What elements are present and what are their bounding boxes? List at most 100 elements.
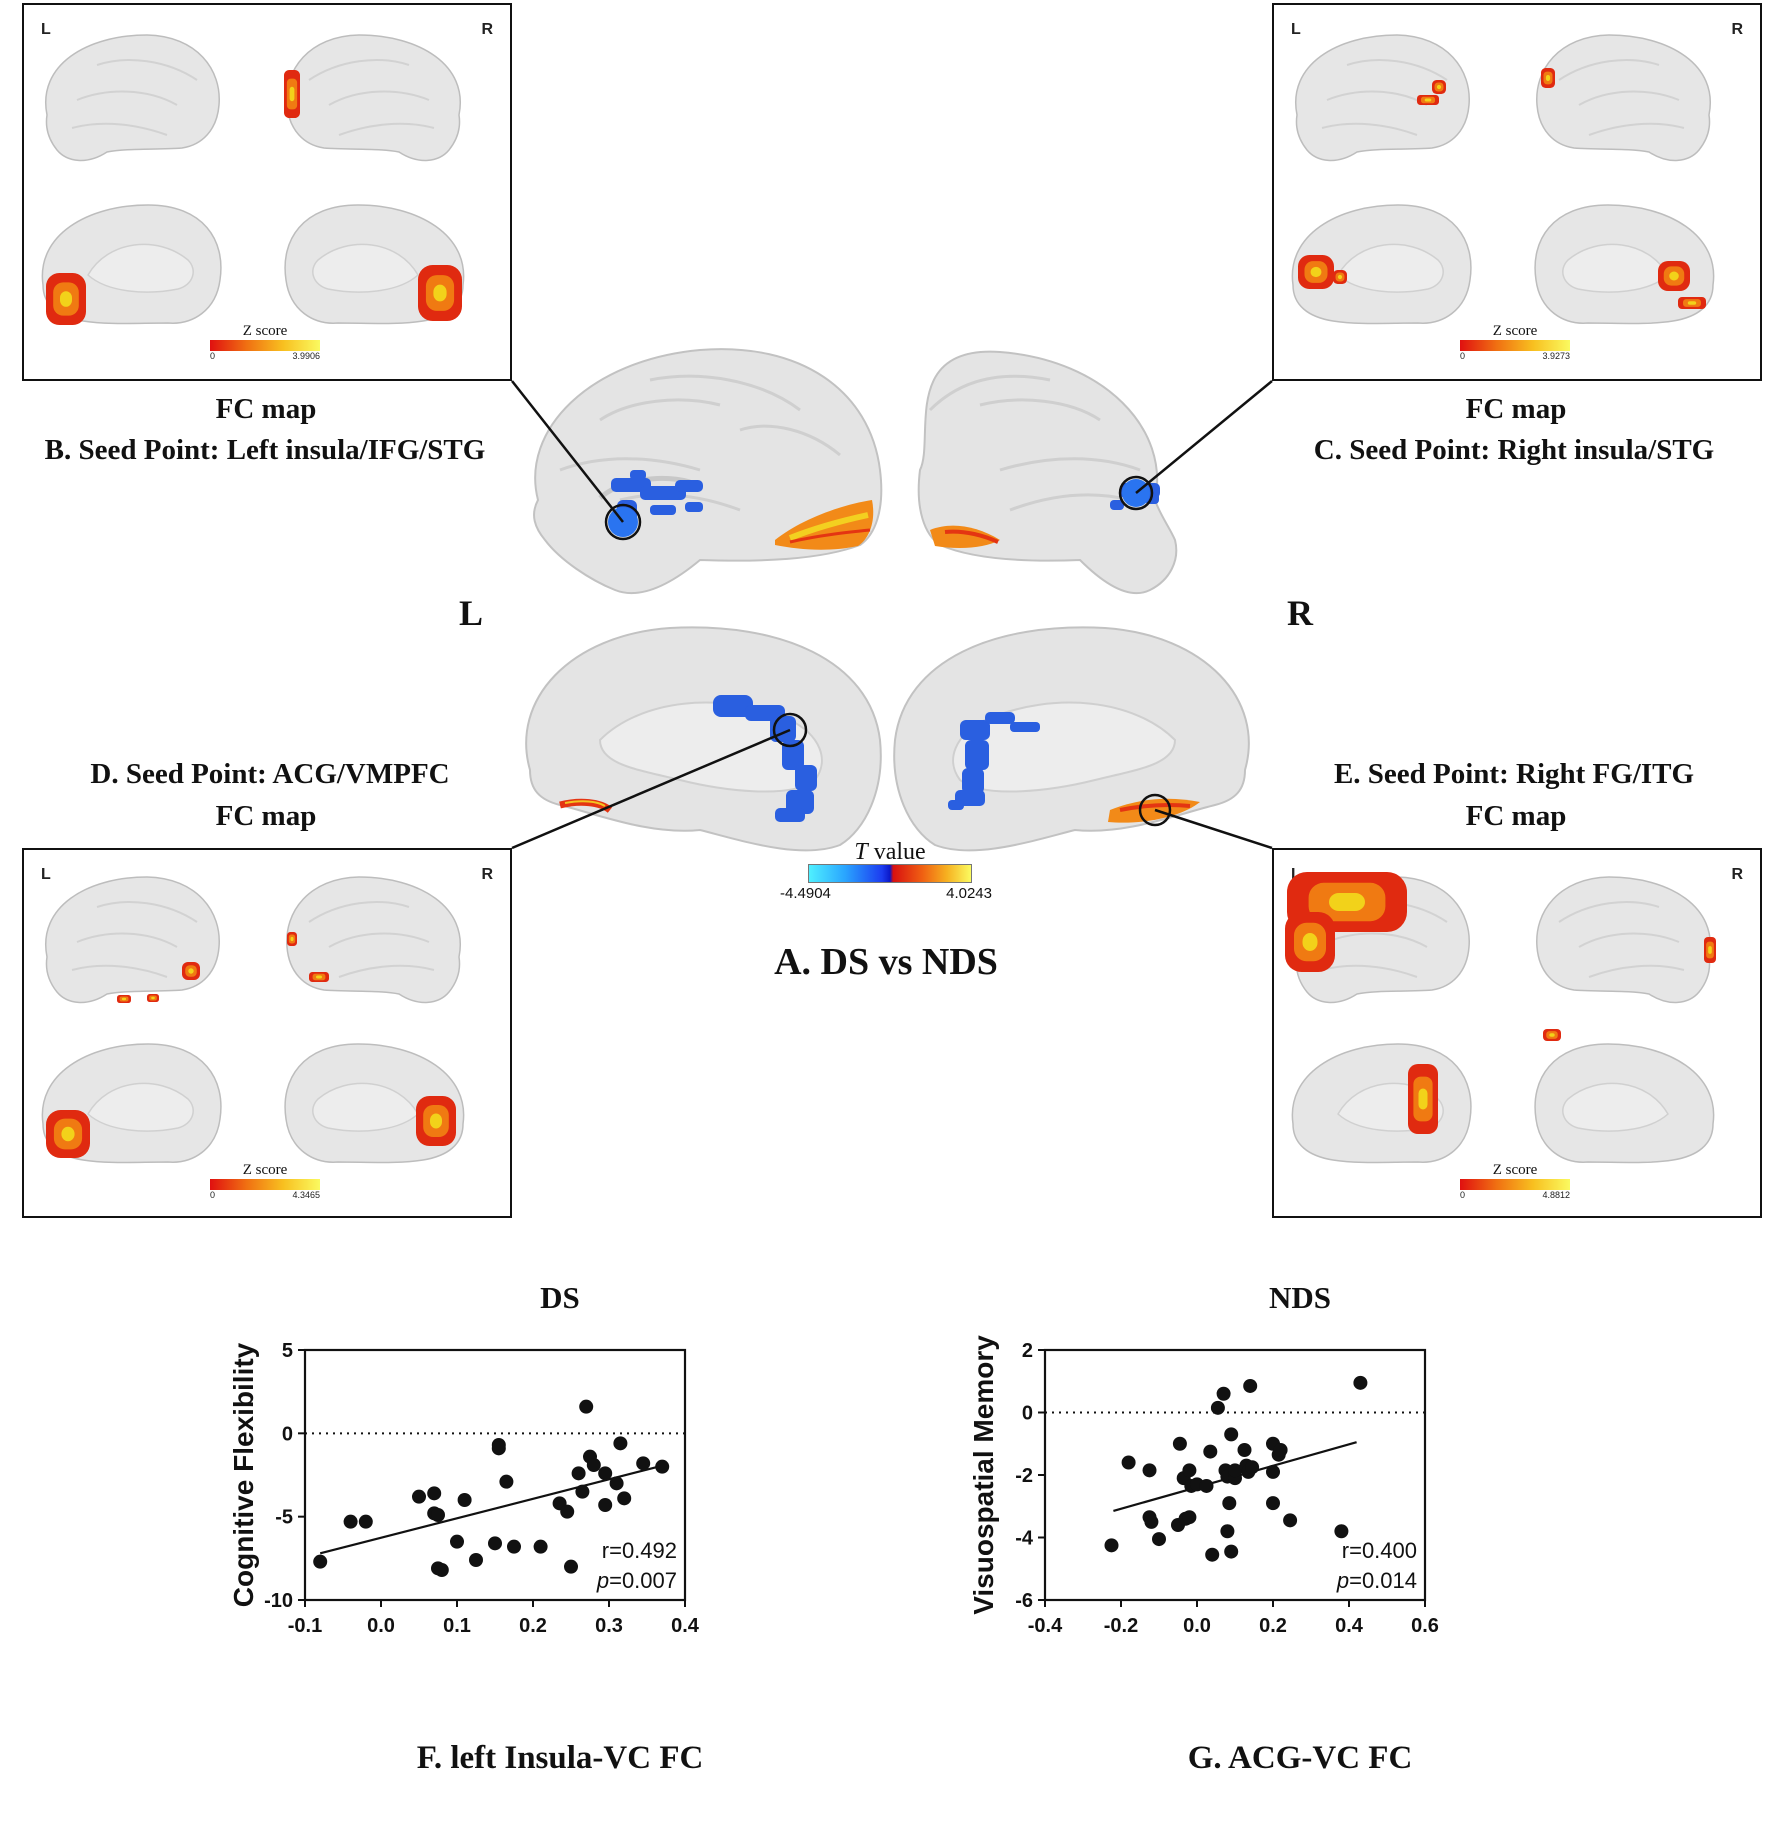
chart-f-point xyxy=(427,1486,442,1501)
chart-f-point xyxy=(655,1459,670,1474)
panel-d-box: L R Z score 0 4.3465 xyxy=(22,848,512,1218)
panel-d-scale-min: 0 xyxy=(210,1190,216,1200)
chart-f-point xyxy=(457,1493,472,1507)
chart-g: -0.4 -0.2 0.0 0.2 0.4 0.6 -6 -4 -2 0 2 Visuospatial… xyxy=(968,1335,1439,1637)
chart-f-xtick-label: 0.3 xyxy=(595,1615,623,1637)
chart-g-point xyxy=(1224,1427,1239,1442)
chart-g-xlabel: G. ACG-VC FC xyxy=(1187,1740,1413,1776)
chart-f-xlabel: F. left Insula-VC FC xyxy=(416,1740,704,1776)
chart-g-point xyxy=(1152,1532,1166,1547)
chart-f-point xyxy=(613,1436,628,1451)
brain-right-medial xyxy=(893,626,1250,852)
chart-f-point xyxy=(579,1399,594,1414)
chart-f-point xyxy=(564,1559,578,1574)
chart-f-point xyxy=(598,1498,613,1512)
chart-g-point xyxy=(1144,1514,1159,1529)
panel-c-brains xyxy=(1291,34,1715,325)
panel-b-scale-title: Z score xyxy=(242,323,288,339)
panel-e-brains xyxy=(1285,872,1716,1164)
chart-f-xtick-label: 0.0 xyxy=(367,1615,395,1637)
chart-f-point xyxy=(313,1554,328,1569)
panel-c-caption-2: C. Seed Point: Right insula/STG xyxy=(1313,434,1715,466)
chart-g-ytick-label: -2 xyxy=(1015,1465,1033,1487)
thumb-brain-br xyxy=(284,1043,465,1164)
chart-g-point xyxy=(1182,1463,1197,1478)
chart-f-stat-r: r=0.492 xyxy=(602,1538,677,1563)
panel-b-corner-right: R xyxy=(481,21,493,38)
chart-g-point xyxy=(1353,1375,1368,1390)
chart-g-point xyxy=(1182,1510,1197,1525)
chart-g-ytick-label: -4 xyxy=(1015,1528,1034,1550)
panel-c-scale-title: Z score xyxy=(1492,323,1538,339)
thumb-brain-tr xyxy=(1536,34,1711,162)
panel-b-colorbar xyxy=(210,340,320,351)
thumb-brain-br xyxy=(1534,204,1715,325)
panel-a-colorbar-title: value xyxy=(867,839,926,865)
connector-c xyxy=(1135,380,1273,494)
panel-a-left-letter: L xyxy=(459,593,484,633)
chart-g-point xyxy=(1142,1463,1157,1478)
chart-f-fit-line xyxy=(319,1465,659,1555)
chart-g-point xyxy=(1224,1544,1239,1559)
chart-g-xtick-label: 0.6 xyxy=(1411,1615,1439,1637)
thumb-brain-tr xyxy=(1536,876,1716,1004)
chart-f-ytick-label: -5 xyxy=(275,1507,293,1529)
panel-a-colorbar xyxy=(808,864,972,883)
panel-b-scale-min: 0 xyxy=(210,351,216,361)
panel-c-corner-left: L xyxy=(1291,21,1301,38)
chart-f-ylabel: Cognitive Flexibility xyxy=(228,1342,259,1607)
panel-a-colorbar-max: 4.0243 xyxy=(946,885,992,902)
panel-b-caption-1: FC map xyxy=(215,393,317,425)
panel-a-title: A. DS vs NDS xyxy=(774,941,998,983)
thumb-brain-tr xyxy=(286,876,461,1004)
thumb-brain-bl xyxy=(1291,204,1472,325)
chart-f-ytick-label: 5 xyxy=(282,1340,293,1362)
chart-f-group-title: DS xyxy=(540,1280,580,1315)
thumb-brain-tl xyxy=(45,876,220,1004)
panel-a-right-letter: R xyxy=(1287,593,1313,633)
chart-f-point xyxy=(571,1466,586,1481)
panel-e-box: L R Z score 0 4.8812 xyxy=(1272,848,1762,1218)
chart-f-point xyxy=(499,1474,514,1489)
chart-f-xtick-label: 0.1 xyxy=(443,1615,471,1637)
chart-g-ytick-label: 0 xyxy=(1022,1403,1033,1425)
panel-c-scale-min: 0 xyxy=(1460,351,1466,361)
connector-e xyxy=(1154,808,1273,850)
chart-g-point xyxy=(1266,1496,1280,1511)
chart-g-point xyxy=(1283,1513,1298,1528)
connector-d xyxy=(511,728,791,850)
panel-d-scale-max: 4.3465 xyxy=(292,1190,320,1200)
thumb-brain-tl xyxy=(45,34,220,162)
chart-g-point xyxy=(1172,1436,1187,1451)
panel-e-scale-min: 0 xyxy=(1460,1190,1466,1200)
panel-d-caption-1: D. Seed Point: ACG/VMPFC xyxy=(90,758,450,790)
chart-g-point xyxy=(1205,1547,1220,1562)
chart-f-xtick-label: 0.4 xyxy=(671,1615,700,1637)
chart-g-point xyxy=(1216,1386,1231,1401)
chart-g-point xyxy=(1222,1496,1237,1511)
chart-f-point xyxy=(507,1539,521,1554)
chart-f-point xyxy=(617,1491,632,1506)
chart-g-point xyxy=(1237,1443,1252,1457)
panel-e-caption-2: FC map xyxy=(1465,800,1567,832)
chart-g-xtick-label: -0.4 xyxy=(1028,1615,1063,1637)
chart-f-xtick-label: -0.1 xyxy=(288,1615,322,1637)
chart-f-plot-frame xyxy=(303,1348,687,1602)
panel-d-colorbar xyxy=(210,1179,320,1190)
panel-a-colorbar-title-italic: T xyxy=(854,839,868,865)
chart-g-point xyxy=(1220,1524,1235,1539)
chart-g-point xyxy=(1228,1463,1242,1478)
chart-g-point xyxy=(1273,1443,1288,1457)
chart-f-stat-p: p=0.007 xyxy=(596,1568,677,1593)
panel-e-scale-title: Z score xyxy=(1492,1162,1538,1178)
chart-f-point xyxy=(412,1489,426,1504)
panel-b-scale-max: 3.9906 xyxy=(292,351,320,361)
panel-d-corner-left: L xyxy=(41,866,51,883)
chart-f: -0.1 0.0 0.1 0.2 0.3 0.4 -10 -5 0 5 Cognitive Flex… xyxy=(228,1340,700,1637)
thumb-brain-bl xyxy=(1291,1043,1472,1164)
panel-c-box: L R Z score 0 3.9273 xyxy=(1272,3,1762,381)
chart-g-ytick-label: 2 xyxy=(1022,1340,1033,1362)
panel-b-caption-2: B. Seed Point: Left insula/IFG/STG xyxy=(44,434,486,466)
panel-d-caption-2: FC map xyxy=(215,800,317,832)
panel-e-scale-max: 4.8812 xyxy=(1542,1190,1570,1200)
